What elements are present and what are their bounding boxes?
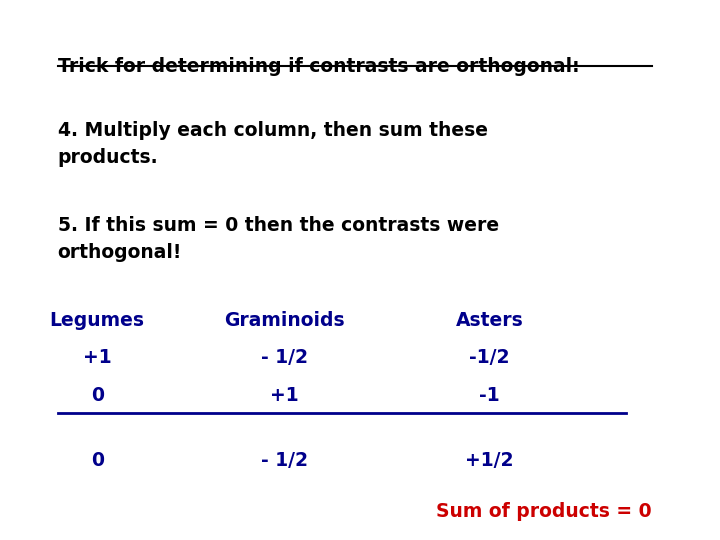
Text: Asters: Asters — [456, 310, 523, 329]
Text: 5. If this sum = 0 then the contrasts were
orthogonal!: 5. If this sum = 0 then the contrasts we… — [58, 216, 499, 261]
Text: Trick for determining if contrasts are orthogonal:: Trick for determining if contrasts are o… — [58, 57, 579, 76]
Text: Sum of products = 0: Sum of products = 0 — [436, 502, 652, 521]
Text: - 1/2: - 1/2 — [261, 348, 308, 367]
Text: 0: 0 — [91, 386, 104, 405]
Text: Legumes: Legumes — [50, 310, 145, 329]
Text: 0: 0 — [91, 451, 104, 470]
Text: +1: +1 — [83, 348, 112, 367]
Text: -1/2: -1/2 — [469, 348, 510, 367]
Text: Graminoids: Graminoids — [224, 310, 345, 329]
Text: - 1/2: - 1/2 — [261, 451, 308, 470]
Text: -1: -1 — [480, 386, 500, 405]
Text: +1/2: +1/2 — [465, 451, 514, 470]
Text: +1: +1 — [270, 386, 299, 405]
Text: 4. Multiply each column, then sum these
products.: 4. Multiply each column, then sum these … — [58, 122, 487, 167]
